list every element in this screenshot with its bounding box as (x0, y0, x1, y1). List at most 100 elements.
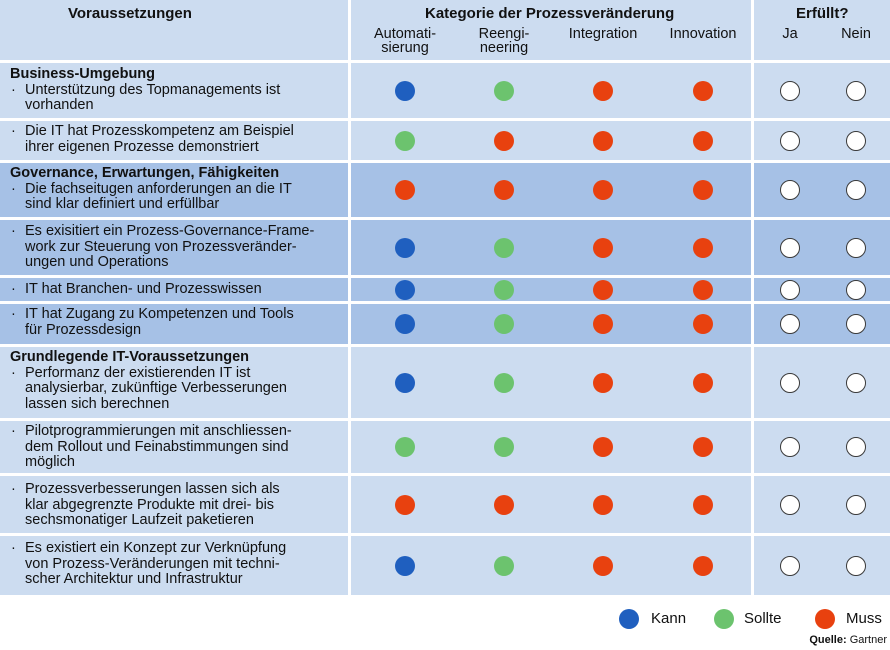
rating-muss-dot (593, 130, 613, 151)
legend-muss-label: Muss (846, 610, 882, 627)
rating-muss-dot (593, 437, 613, 457)
rating-muss-dot (693, 555, 713, 576)
row-5-band-2 (754, 278, 890, 301)
requirement-7: Grundlegende IT-Voraussetzungen · Performa… (10, 349, 348, 412)
group-heading: Governance, Erwartungen, Fähigkeiten (10, 165, 280, 181)
rating-sollte-dot (494, 555, 514, 576)
rating-muss-dot (593, 80, 613, 101)
fulfilled-ja-radio[interactable] (780, 494, 800, 515)
row-9-band-1 (351, 476, 751, 533)
fulfilled-ja-radio[interactable] (780, 237, 800, 258)
row-2-band-1 (351, 121, 751, 160)
fulfilled-ja-radio[interactable] (780, 314, 800, 334)
bullet-icon: · (11, 281, 16, 297)
fulfilled-ja-radio[interactable] (780, 180, 800, 200)
row-5-band-1 (351, 278, 751, 301)
rating-muss-dot (693, 314, 713, 334)
row-7-band-1 (351, 347, 751, 418)
requirement-text: Es exisitiert ein Prozess-Governance-Fra… (25, 223, 315, 270)
row-4-band-0 (0, 220, 348, 275)
fulfilled-nein-radio[interactable] (846, 180, 866, 200)
row-2-band-0 (0, 121, 348, 160)
legend: Kann Sollte Muss (0, 607, 890, 631)
requirement-text: Die IT hat Prozesskompetenz am Beispiel i… (25, 123, 294, 155)
row-2-band-2 (754, 121, 890, 160)
fulfilled-nein-radio[interactable] (846, 314, 866, 334)
row-8-band-2 (754, 421, 890, 473)
requirement-text: Es existiert ein Konzept zur Verknüpfung… (25, 540, 287, 587)
fulfilled-nein-radio[interactable] (846, 279, 866, 300)
rating-muss-dot (693, 80, 713, 101)
rating-sollte-dot (494, 437, 514, 457)
rating-muss-dot (395, 494, 415, 515)
fulfilled-ja-radio[interactable] (780, 437, 800, 457)
bullet-icon: · (11, 81, 16, 98)
row-8-band-1 (351, 421, 751, 473)
requirement-10: · Es existiert ein Konzept zur Verknüpfun… (10, 540, 348, 588)
requirement-9: · Prozessverbesserungen lassen sich als kl… (10, 481, 348, 529)
row-4-band-1 (351, 220, 751, 275)
fulfilled-ja-radio[interactable] (780, 555, 800, 576)
rating-muss-dot (593, 237, 613, 258)
fulfilled-ja-radio[interactable] (780, 130, 800, 151)
fulfilled-nein-radio[interactable] (846, 372, 866, 393)
source-label: Quelle: (809, 634, 847, 646)
row-7-band-2 (754, 347, 890, 418)
row-10-band-0 (0, 536, 348, 595)
row-1-band-2 (754, 63, 890, 118)
fulfilled-nein-radio[interactable] (846, 494, 866, 515)
rating-kann-dot (395, 279, 415, 300)
rating-sollte-dot (494, 237, 514, 258)
bullet-icon: · (11, 180, 16, 197)
source-note: Quelle: Gartner (809, 634, 887, 646)
rating-kann-dot (395, 314, 415, 334)
requirement-6: · IT hat Zugang zu Kompetenzen und Tools f… (10, 306, 348, 338)
rating-muss-dot (593, 555, 613, 576)
row-10-band-2 (754, 536, 890, 595)
rating-muss-dot (693, 237, 713, 258)
rating-muss-dot (593, 180, 613, 200)
row-8-band-0 (0, 421, 348, 473)
header-category: Kategorie der Prozessveränderung (425, 5, 675, 22)
row-3-band-2 (754, 163, 890, 217)
rating-muss-dot (593, 372, 613, 393)
rating-muss-dot (693, 130, 713, 151)
rating-muss-dot (494, 494, 514, 515)
header-fulfilled-cell (754, 0, 890, 60)
legend-sollte-label: Sollte (744, 610, 782, 627)
row-6-band-0 (0, 304, 348, 344)
row-1-band-0 (0, 63, 348, 118)
rating-muss-dot (494, 130, 514, 151)
fulfilled-nein-radio[interactable] (846, 237, 866, 258)
legend-kann-dot (619, 609, 639, 629)
requirement-2: · Die IT hat Prozesskompetenz am Beispiel… (10, 123, 348, 155)
rating-muss-dot (395, 180, 415, 200)
requirement-1: Business-Umgebung · Unterstützung des Topm… (10, 66, 348, 114)
row-5-band-0 (0, 278, 348, 301)
rating-muss-dot (693, 180, 713, 200)
rating-muss-dot (593, 314, 613, 334)
rating-sollte-dot (494, 279, 514, 300)
row-6-band-1 (351, 304, 751, 344)
fulfilled-ja-radio[interactable] (780, 80, 800, 101)
fulfilled-nein-radio[interactable] (846, 130, 866, 151)
fulfilled-ja-radio[interactable] (780, 372, 800, 393)
header-fulfilled: Erfüllt? (796, 5, 849, 22)
rating-sollte-dot (494, 372, 514, 393)
fulfilled-nein-radio[interactable] (846, 80, 866, 101)
rating-muss-dot (593, 494, 613, 515)
row-6-band-2 (754, 304, 890, 344)
requirement-5: · IT hat Branchen- und Prozesswissen (10, 281, 348, 298)
row-3-band-1 (351, 163, 751, 217)
rating-muss-dot (494, 180, 514, 200)
group-heading: Grundlegende IT-Voraussetzungen (10, 349, 250, 365)
col-ja: Ja (782, 26, 798, 42)
requirement-text: IT hat Branchen- und Prozesswissen (25, 281, 262, 297)
fulfilled-nein-radio[interactable] (846, 437, 866, 457)
bullet-icon: · (11, 223, 16, 239)
group-heading: Business-Umgebung (10, 66, 156, 82)
legend-muss-dot (815, 609, 835, 629)
fulfilled-ja-radio[interactable] (780, 279, 800, 300)
fulfilled-nein-radio[interactable] (846, 555, 866, 576)
rating-muss-dot (693, 494, 713, 515)
